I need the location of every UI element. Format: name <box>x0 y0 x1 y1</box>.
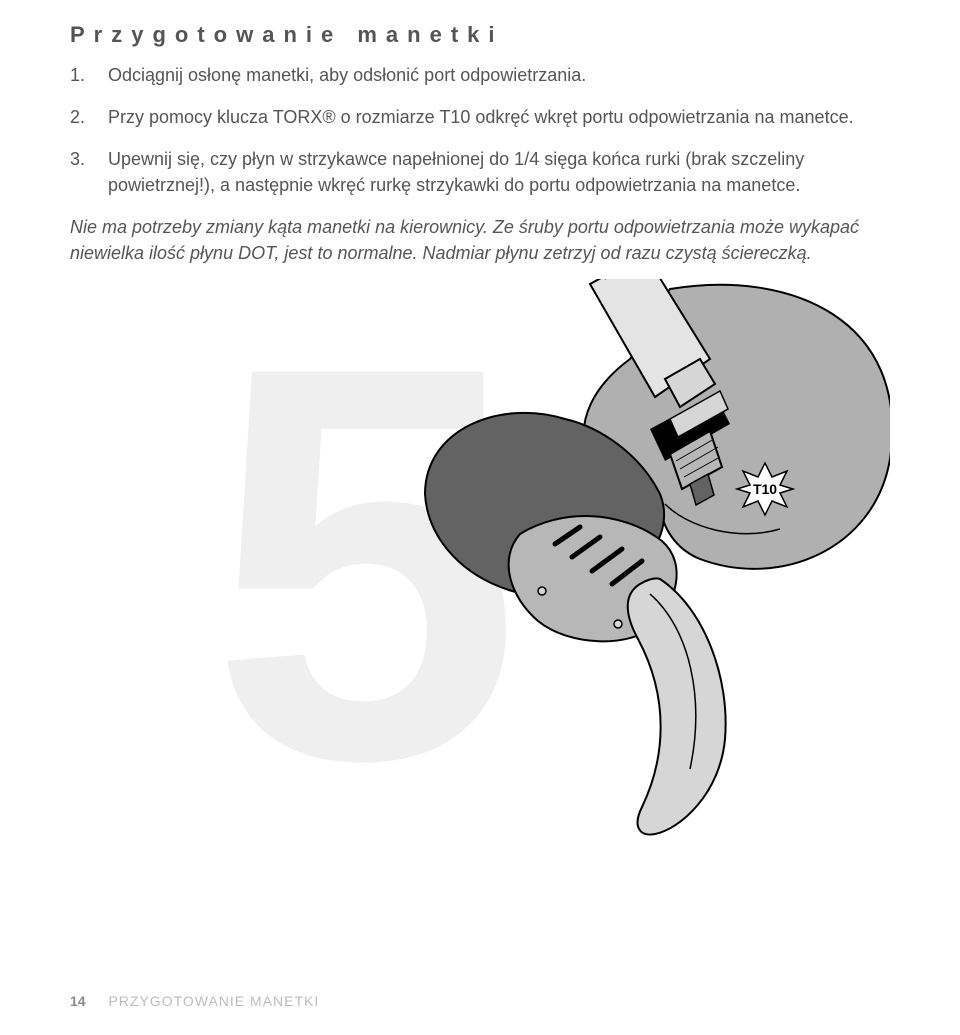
step-3-num: 3. <box>70 146 108 198</box>
step-3-text: Upewnij się, czy płyn w strzykawce napeł… <box>108 146 910 198</box>
step-3: 3. Upewnij się, czy płyn w strzykawce na… <box>70 146 910 198</box>
footer: 14 PRZYGOTOWANIE MANETKI <box>70 993 319 1009</box>
step-2-text: Przy pomocy klucza TORX® o rozmiarze T10… <box>108 104 910 130</box>
step-2: 2. Przy pomocy klucza TORX® o rozmiarze … <box>70 104 910 130</box>
t10-label: T10 <box>753 481 777 497</box>
screw-1 <box>538 587 546 595</box>
illustration-area: 5 <box>70 279 910 839</box>
step-1: 1. Odciągnij osłonę manetki, aby odsłoni… <box>70 62 910 88</box>
page-title: Przygotowanie manetki <box>70 22 910 48</box>
steps-list: 1. Odciągnij osłonę manetki, aby odsłoni… <box>70 62 910 198</box>
step-1-num: 1. <box>70 62 108 88</box>
step-2-num: 2. <box>70 104 108 130</box>
page-number: 14 <box>70 993 86 1009</box>
lever-illustration: T10 <box>370 279 890 839</box>
footer-section: PRZYGOTOWANIE MANETKI <box>108 993 319 1009</box>
step-1-text: Odciągnij osłonę manetki, aby odsłonić p… <box>108 62 910 88</box>
brake-lever <box>628 578 726 834</box>
screw-2 <box>614 620 622 628</box>
